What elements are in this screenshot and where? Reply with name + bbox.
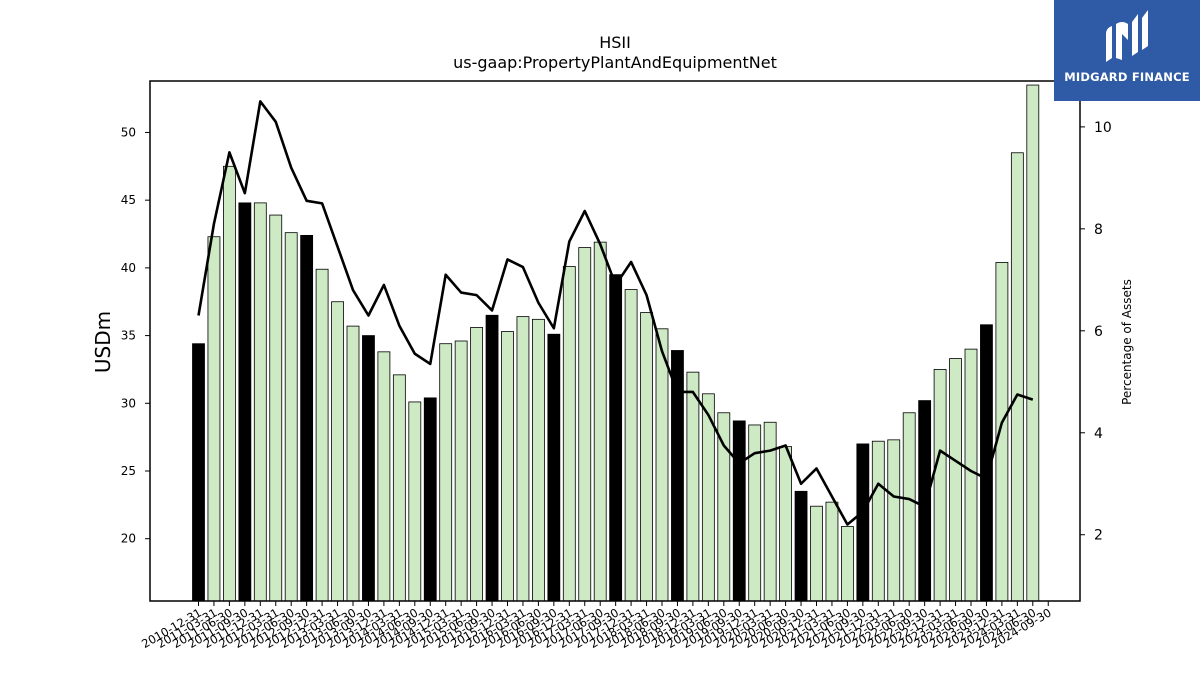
bar-2012-09-30 <box>300 234 314 602</box>
bar-2013-03-31 <box>331 301 344 602</box>
bar-2016-12-31 <box>562 266 576 602</box>
bar-2014-12-31 <box>439 343 453 602</box>
bar-2020-09-30 <box>794 490 808 602</box>
y2-tick-label: 8 <box>1094 222 1103 238</box>
bar-2023-06-30 <box>964 348 978 602</box>
bar-2015-12-31 <box>501 331 514 602</box>
bar-2021-09-30 <box>856 443 870 602</box>
bar-2020-06-30 <box>779 446 792 602</box>
y2-tick-label: 2 <box>1094 528 1103 544</box>
bar-2017-09-30 <box>609 274 623 602</box>
y2-tick-label: 4 <box>1094 426 1103 442</box>
y2-tick-label: 6 <box>1094 324 1103 340</box>
bar-2010-12-31 <box>192 343 205 602</box>
axes <box>149 80 1081 602</box>
bar-2013-06-30 <box>346 325 360 602</box>
y-tick-label: 25 <box>121 464 136 478</box>
bar-series <box>192 84 1040 602</box>
y-tick-label: 40 <box>121 261 136 275</box>
bar-2021-06-30 <box>841 526 854 602</box>
line-series <box>197 100 1034 526</box>
bar-2018-06-30 <box>655 328 669 602</box>
bar-2016-06-30 <box>532 318 545 602</box>
bar-2013-12-31 <box>377 351 391 602</box>
bar-2017-03-31 <box>578 247 592 602</box>
x-axis-ticks: 2010-12-312011-03-312011-06-302011-09-30… <box>139 601 1054 651</box>
bar-2023-12-31 <box>995 262 1009 602</box>
bar-2021-03-31 <box>825 501 839 602</box>
bar-2011-06-30 <box>222 165 236 602</box>
y-tick-label: 30 <box>121 396 136 410</box>
bar-2013-09-30 <box>362 335 375 602</box>
bar-2017-12-31 <box>624 289 638 602</box>
percentage-of-assets-line <box>197 100 1034 526</box>
bar-2023-03-31 <box>949 358 962 602</box>
bar-2021-12-31 <box>871 440 885 602</box>
bar-2016-09-30 <box>547 333 561 602</box>
bar-2012-12-31 <box>315 268 329 602</box>
bar-2019-06-30 <box>717 412 731 602</box>
y-tick-label: 50 <box>121 125 136 139</box>
plot-frame <box>149 80 1081 602</box>
chart-subtitle: us-gaap:PropertyPlantAndEquipmentNet <box>453 53 777 72</box>
y-axis-label: USDm <box>91 311 115 373</box>
bar-2014-03-31 <box>392 374 406 602</box>
bar-2022-06-30 <box>902 412 916 602</box>
y-tick-label: 45 <box>121 193 136 207</box>
bar-2018-09-30 <box>671 350 684 602</box>
y2-axis-ticks: 2 4 6 8 10 <box>1080 120 1112 544</box>
bar-2015-09-30 <box>485 314 499 602</box>
bar-2019-09-30 <box>732 420 746 602</box>
bar-2022-09-30 <box>918 400 932 602</box>
bar-2017-06-30 <box>593 241 607 602</box>
bar-2011-09-30 <box>238 202 252 602</box>
y2-axis-label: Percentage of Assets <box>1120 279 1134 405</box>
bar-2015-03-31 <box>454 340 468 602</box>
bar-2016-03-31 <box>516 316 530 602</box>
y-tick-label: 20 <box>121 532 136 546</box>
bar-2018-03-31 <box>640 312 653 602</box>
bar-2011-12-31 <box>253 202 267 602</box>
bar-2012-03-31 <box>269 214 283 602</box>
bar-2022-12-31 <box>933 369 947 602</box>
y-tick-label: 35 <box>121 329 136 343</box>
bar-2022-03-31 <box>887 439 901 602</box>
bar-2024-03-31 <box>1010 152 1024 602</box>
bar-2015-06-30 <box>470 327 484 602</box>
brand-logo: MIDGARD FINANCE <box>1054 0 1200 101</box>
bar-2014-06-30 <box>408 401 422 602</box>
brand-name: MIDGARD FINANCE <box>1064 70 1190 84</box>
bar-2024-06-30 <box>1026 84 1040 602</box>
chart-title: HSII <box>599 33 631 52</box>
y-axis-ticks: 20 25 30 35 40 45 50 <box>121 125 150 546</box>
bar-2011-03-31 <box>207 236 221 602</box>
midgard-m-logo-icon <box>1106 10 1148 62</box>
bar-2020-12-31 <box>810 505 823 602</box>
bar-2018-12-31 <box>686 371 700 602</box>
y2-tick-label: 10 <box>1094 120 1112 136</box>
bar-2014-09-30 <box>423 397 437 602</box>
bar-2012-06-30 <box>284 232 298 602</box>
